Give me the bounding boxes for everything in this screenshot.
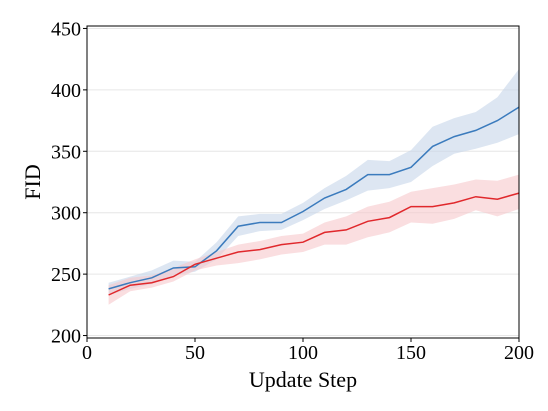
x-tick-label: 0: [82, 342, 92, 364]
plot-frame: [86, 25, 520, 339]
y-tick-label: 300: [51, 203, 81, 225]
series-1-line: [108, 106, 520, 290]
series-lines: [108, 106, 520, 296]
y-tick-label: 350: [51, 141, 81, 163]
y-tick-label: 250: [51, 264, 81, 286]
y-tick-label: 450: [51, 18, 81, 40]
series-2-band: [108, 174, 519, 305]
y-tick-label: 400: [51, 80, 81, 102]
gridlines: [87, 27, 519, 337]
x-axis-ticks: 0 50 100 150 200: [82, 338, 534, 364]
y-tick-label: 200: [51, 326, 81, 348]
x-axis-label: Update Step: [249, 367, 357, 392]
series-1-band: [108, 69, 519, 295]
y-axis-ticks: 200 250 300 350 400 450: [51, 18, 87, 348]
x-tick-label: 150: [396, 342, 426, 364]
series-2-line: [108, 192, 520, 296]
x-tick-label: 200: [504, 342, 534, 364]
y-axis-label: FID: [20, 164, 45, 199]
x-tick-label: 100: [288, 342, 318, 364]
x-tick-label: 50: [185, 342, 205, 364]
